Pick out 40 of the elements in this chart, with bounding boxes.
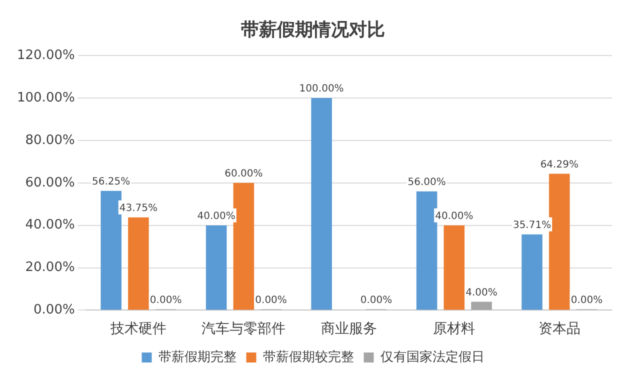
data-label: 100.00% [299,84,344,95]
data-label: 43.75% [119,202,158,214]
data-label: 0.00% [150,294,182,306]
data-label: 64.29% [540,159,578,170]
data-label: 0.00% [255,294,287,306]
bar [233,182,254,310]
data-label: 40.00% [435,210,474,222]
bar [416,191,438,310]
data-label: 4.00% [466,287,498,298]
y-tick-label: 40.00% [25,218,75,233]
bar [311,98,332,310]
x-tick-label: 商业服务 [320,321,377,338]
data-label: 56.25% [92,176,130,188]
y-tick-label: 0.00% [34,302,75,318]
x-tick-label: 汽车与零部件 [202,321,286,338]
x-tick-label: 资本品 [538,321,580,338]
data-label: 35.71% [512,220,552,232]
data-label: 0.00% [360,294,392,306]
x-tick-label: 原材料 [433,321,476,338]
legend-label: 带薪假期较完整 [262,348,354,365]
legend-label: 仅有国家法定假日 [380,348,484,365]
y-tick-label: 100.00% [16,90,75,106]
y-tick-label: 80.00% [25,132,75,148]
data-label: 56.00% [408,176,446,188]
y-tick-label: 20.00% [25,260,75,276]
bar [444,225,465,310]
data-label: 40.00% [197,210,236,222]
x-tick-label: 技术硬件 [109,321,166,338]
y-tick-label: 120.00% [16,48,75,63]
y-tick-label: 60.00% [25,175,75,190]
bar [522,234,542,310]
bar [471,302,492,310]
chart-title: 带薪假期情况对比 [241,19,385,40]
bar [128,217,149,310]
bar [100,190,122,310]
bar [548,174,570,310]
bar [206,225,227,310]
legend-label: 带薪假期完整 [158,348,236,365]
data-label: 0.00% [570,294,603,306]
data-label: 60.00% [224,168,263,180]
